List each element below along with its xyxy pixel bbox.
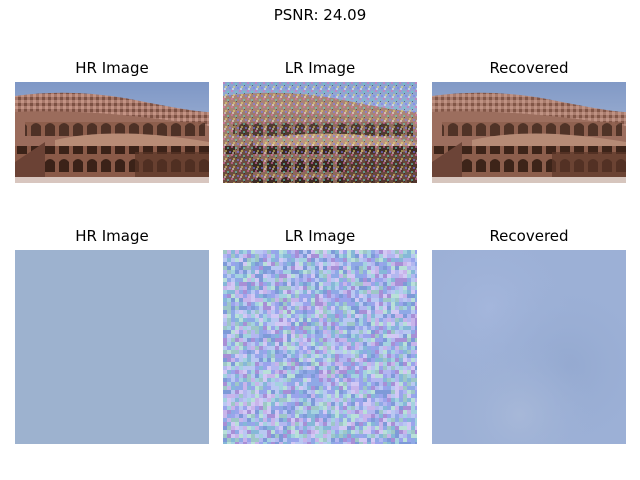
lr-image-colosseum-noisy (223, 82, 417, 183)
panel-title-lr-1: LR Image (284, 59, 356, 77)
lr-image-sky-noisy (223, 250, 417, 444)
sky-patch-lr (223, 250, 417, 444)
hr-image-sky-patch (15, 250, 209, 444)
sky-patch-hr (15, 250, 209, 444)
figure-suptitle: PSNR: 24.09 (273, 6, 367, 24)
colosseum-picture-recovered (432, 82, 626, 183)
recovered-image-colosseum (432, 82, 626, 183)
panel-title-hr-2: HR Image (75, 227, 149, 245)
panel-title-hr-1: HR Image (75, 59, 149, 77)
sky-patch-recovered (432, 250, 626, 444)
panel-title-lr-2: LR Image (284, 227, 356, 245)
hr-image-colosseum (15, 82, 209, 183)
colosseum-picture-hr (15, 82, 209, 183)
recovered-image-sky-smooth (432, 250, 626, 444)
colosseum-picture-lr (223, 82, 417, 183)
panel-title-recovered-2: Recovered (489, 227, 569, 245)
panel-title-recovered-1: Recovered (489, 59, 569, 77)
